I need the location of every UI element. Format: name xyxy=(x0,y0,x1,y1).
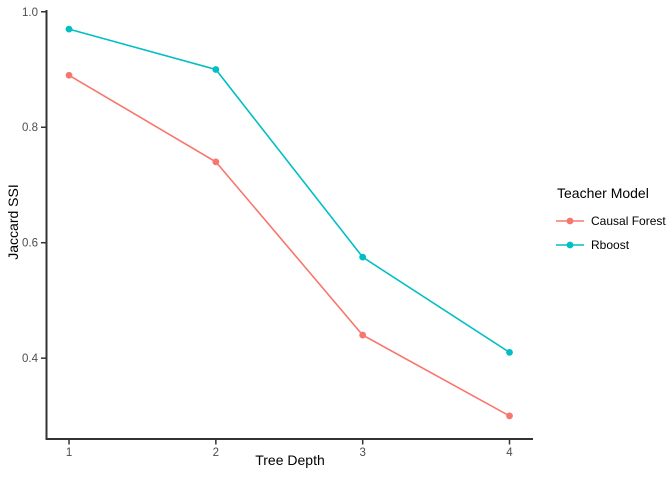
legend-item-rboost: Rboost xyxy=(555,233,666,257)
axis-lines xyxy=(45,10,533,440)
legend-label: Causal Forest xyxy=(591,214,666,228)
series-line-rboost xyxy=(68,28,510,354)
data-point-rboost xyxy=(506,349,513,356)
x-axis-tick-label: 4 xyxy=(506,447,513,459)
legend-items: Causal Forest Rboost xyxy=(555,209,666,257)
y-axis-tick-label: 0.6 xyxy=(22,238,38,250)
legend-key-icon xyxy=(556,217,584,225)
y-axis-tick-label: 1.0 xyxy=(22,7,38,19)
legend-key-point xyxy=(566,241,574,249)
legend-title: Teacher Model xyxy=(557,185,649,201)
x-axis-tick-label: 1 xyxy=(66,447,72,459)
data-point-causal-forest xyxy=(506,412,513,420)
data-point-causal-forest xyxy=(359,331,367,339)
series-line-causal-forest xyxy=(68,74,510,417)
data-point-rboost xyxy=(212,66,220,73)
legend-label: Rboost xyxy=(591,238,630,252)
data-point-rboost xyxy=(65,25,73,33)
legend-item-causal-forest: Causal Forest xyxy=(555,209,666,233)
data-point-rboost xyxy=(359,253,367,261)
legend: Teacher Model Causal Forest Rboost xyxy=(555,185,666,257)
legend-key-point xyxy=(566,217,574,225)
data-point-causal-forest xyxy=(65,71,73,79)
x-axis-tick-label: 3 xyxy=(359,447,365,459)
y-axis-tick-label: 0.4 xyxy=(22,353,39,365)
y-axis-tick-label: 0.8 xyxy=(22,122,38,134)
x-axis-tick-label: 2 xyxy=(213,447,219,459)
x-axis-title: Tree Depth xyxy=(255,452,325,468)
y-axis-title: Jaccard SSI xyxy=(5,184,21,260)
legend-key-icon xyxy=(556,241,584,249)
data-point-causal-forest xyxy=(212,158,220,166)
